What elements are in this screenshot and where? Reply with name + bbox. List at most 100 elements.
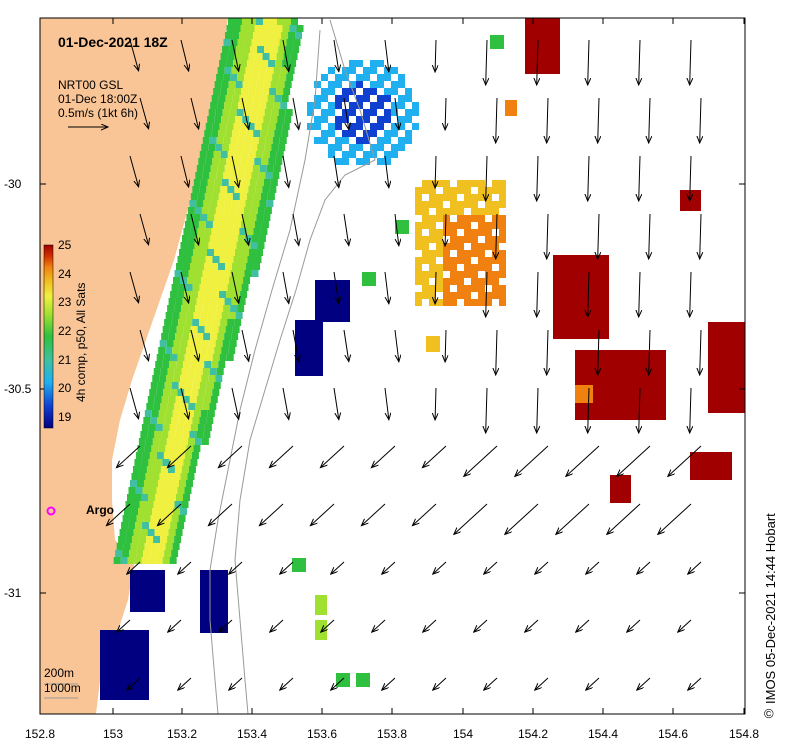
current-vector (229, 677, 243, 690)
sst-cell (221, 81, 229, 88)
sst-cell (209, 270, 217, 277)
sst-cell (287, 67, 295, 74)
sst-cell (574, 318, 581, 325)
sst-cell (363, 130, 370, 137)
sst-cell (546, 25, 553, 32)
sst-cell (235, 312, 243, 319)
sst-cell (659, 364, 666, 371)
sst-cell (114, 658, 121, 665)
sst-cell (187, 438, 195, 445)
sst-cell (177, 256, 185, 263)
sst-cell (239, 130, 247, 137)
sst-cell (422, 201, 429, 208)
sst-cell (100, 693, 107, 700)
sst-cell (595, 318, 602, 325)
sst-cell (179, 445, 187, 452)
current-vector (331, 677, 345, 690)
sst-cell (715, 357, 722, 364)
current-vector (588, 271, 589, 317)
sst-cell (220, 319, 228, 326)
sst-cell (617, 399, 624, 406)
sst-cell (610, 371, 617, 378)
current-vector (282, 39, 289, 71)
sst-cell (168, 396, 176, 403)
sst-cell (275, 158, 283, 165)
current-vector (598, 329, 599, 375)
sst-cell (422, 208, 429, 215)
sst-cell (415, 271, 422, 278)
sst-cell (589, 378, 596, 385)
sst-cell (131, 508, 139, 515)
sst-cell (151, 605, 158, 612)
sst-cell (652, 413, 659, 420)
sst-cell (315, 315, 322, 322)
sst-cell (253, 32, 261, 39)
sst-cell (222, 46, 230, 53)
sst-cell (715, 364, 722, 371)
sst-cell (603, 406, 610, 413)
sst-cell (150, 515, 158, 522)
sst-cell (210, 298, 218, 305)
sst-cell (638, 357, 645, 364)
sst-cell (595, 311, 602, 318)
sst-cell (175, 396, 183, 403)
current-vector (382, 561, 396, 574)
sst-cell (154, 529, 162, 536)
sst-cell (464, 180, 471, 187)
current-vector (116, 445, 141, 468)
sst-cell (736, 399, 743, 406)
sst-cell (218, 361, 226, 368)
sst-cell (154, 396, 162, 403)
sst-cell (471, 194, 478, 201)
current-vector (292, 97, 299, 129)
sst-cell (603, 399, 610, 406)
sst-cell (443, 215, 450, 222)
sst-cell (210, 333, 218, 340)
sst-cell (336, 308, 343, 315)
sst-cell (638, 385, 645, 392)
sst-cell (177, 354, 185, 361)
current-vector (333, 271, 339, 304)
sst-cell (141, 459, 149, 466)
sst-cell (280, 67, 288, 74)
vector-scale-label: 0.5m/s (1kt 6h) (58, 106, 139, 120)
sst-cell (107, 665, 114, 672)
sst-cell (195, 368, 203, 375)
colorbar-tick: 22 (58, 324, 72, 338)
sst-cell (309, 334, 316, 341)
sst-cell (575, 406, 582, 413)
current-vector (627, 619, 641, 632)
sst-cell (142, 658, 149, 665)
sst-cell (227, 88, 235, 95)
sst-cell (478, 194, 485, 201)
sst-cell (154, 431, 162, 438)
sst-cell (107, 651, 114, 658)
sst-cell (588, 283, 595, 290)
sst-cell (370, 123, 377, 130)
sst-cell (257, 46, 265, 53)
current-vector (607, 503, 641, 534)
current-vector (190, 97, 199, 129)
sst-cell (478, 285, 485, 292)
sst-cell (268, 158, 276, 165)
sst-cell (525, 46, 532, 53)
sst-cell (262, 53, 270, 60)
sst-cell (638, 364, 645, 371)
sst-cell (254, 123, 262, 130)
sst-cell (128, 644, 135, 651)
sst-cell (211, 130, 219, 137)
sst-cell (457, 257, 464, 264)
sst-cell (228, 312, 236, 319)
argo-label: Argo (86, 503, 114, 517)
sst-cell (596, 350, 603, 357)
sst-cell (652, 371, 659, 378)
sst-cell (235, 81, 243, 88)
sst-cell (471, 264, 478, 271)
current-vector (639, 387, 640, 433)
sst-cell (144, 410, 152, 417)
sst-cell (729, 406, 736, 413)
sst-cell (203, 298, 211, 305)
sst-cell (631, 385, 638, 392)
sst-cell (546, 39, 553, 46)
